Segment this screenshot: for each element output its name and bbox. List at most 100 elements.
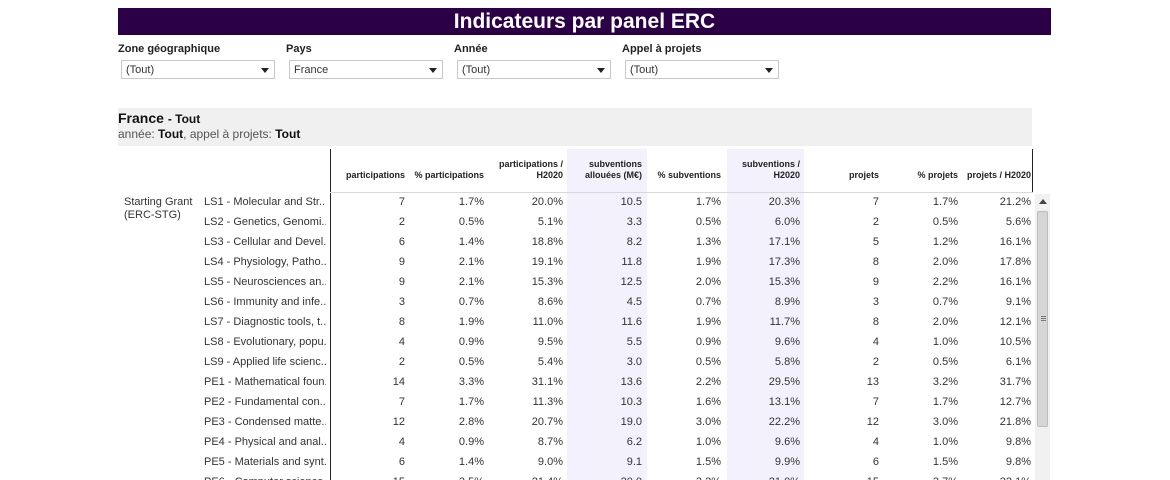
scroll-up-arrow-icon[interactable] [1035,194,1050,210]
filter-appel-label: Appel à projets [622,43,702,55]
table-cell: 29.5% [768,376,800,388]
table-cell: 21.0% [721,472,800,480]
table-row: PE4 - Physical and anal.. 4 0.9% 8.7% 6.2 1.0… [0,432,1034,452]
row-label[interactable]: PE4 - Physical and anal.. [204,436,326,448]
table-cell: 3.0% [695,416,721,428]
table-cell: 1.0% [932,436,958,448]
appel-dropdown[interactable]: (Tout) [625,60,779,79]
table-cell: 5.1% [537,216,563,228]
row-label[interactable]: PE5 - Materials and synt.. [204,456,326,468]
table-cell: 21.8% [999,416,1031,428]
table-cell: 1.5% [932,456,958,468]
table-cell: 0.5% [932,216,958,228]
table-cell: 5.8% [774,356,800,368]
appel-dropdown-value: (Tout) [630,64,659,76]
table-cell: 1.9% [695,316,721,328]
column-header[interactable]: subventions / H2020 [741,159,800,180]
zone-dropdown[interactable]: (Tout) [121,60,275,79]
table-cell: 20.0% [531,196,563,208]
table-cell: 5.5 [626,336,642,348]
table-cell: 9 [872,276,879,288]
chevron-down-icon[interactable] [256,61,274,78]
row-label[interactable]: PE3 - Condensed matte.. [204,416,326,428]
table-cell: 11.8 [621,256,642,268]
table-cell: 9.5% [537,336,563,348]
row-label[interactable]: LS3 - Cellular and Devel.. [204,236,326,248]
column-header[interactable]: participations / H2020 [498,159,563,180]
table-cell: 16.1% [999,276,1031,288]
table-cell: 4 [398,336,405,348]
chevron-down-icon[interactable] [424,61,442,78]
table-cell: 1.0% [695,436,721,448]
row-label[interactable]: PE6 - Computer science.. [204,472,326,480]
table-cell: 19.1% [531,256,563,268]
row-label[interactable]: PE1 - Mathematical foun.. [204,376,326,388]
column-header[interactable]: participations [345,170,405,180]
table-row: LS1 - Molecular and Str.. 7 1.7% 20.0% 10.5 1… [0,192,1034,212]
column-header[interactable]: % projets [917,170,958,180]
scrollbar-thumb[interactable] [1037,211,1048,427]
table-cell: 1.9% [695,256,721,268]
table-row: LS5 - Neurosciences an.. 9 2.1% 15.3% 12.5 2.… [0,272,1034,292]
pays-dropdown[interactable]: France [289,60,443,79]
table-cell: 1.2% [932,236,958,248]
row-label[interactable]: LS4 - Physiology, Patho.. [204,256,326,268]
table-cell: 12 [866,416,879,428]
table-cell: 0.7% [932,296,958,308]
row-label[interactable]: PE2 - Fundamental con.. [204,396,326,408]
table-cell: 5.6% [1005,216,1031,228]
table-cell: 3.3 [626,216,642,228]
vertical-scrollbar[interactable] [1035,194,1050,480]
table-cell: 12.5 [620,276,642,288]
table-cell: 22.1% [958,472,1031,480]
country-name: France [118,110,164,126]
table-cell: 17.8% [999,256,1031,268]
table-cell: 8 [872,256,879,268]
column-header[interactable]: projets [848,170,879,180]
table-cell: 0.5% [932,356,958,368]
row-label[interactable]: LS9 - Applied life scienc.. [204,356,326,368]
column-header[interactable]: subventions allouées (M€) [584,159,642,180]
column-header[interactable]: % subventions [657,170,721,180]
column-header[interactable]: projets / H2020 [966,170,1031,180]
table-row: LS8 - Evolutionary, popu.. 4 0.9% 9.5% 5.5 0.… [0,332,1034,352]
table-cell: 5 [872,236,879,248]
chevron-down-icon[interactable] [760,61,778,78]
annee-dropdown[interactable]: (Tout) [457,60,611,79]
table-cell: 12.1% [999,316,1031,328]
row-label[interactable]: LS7 - Diagnostic tools, t.. [204,316,326,328]
row-label[interactable]: LS2 - Genetics, Genomi.. [204,216,326,228]
table-cell: 2.1% [458,276,484,288]
table-cell: 0.5% [695,216,721,228]
table-cell: 8 [398,316,405,328]
table-cell: 1.4% [458,236,484,248]
table-cell: 3 [872,296,879,308]
table-cell: 4.5 [626,296,642,308]
annee-dropdown-value: (Tout) [462,64,491,76]
year-label: année: [118,127,155,141]
table-cell: 10.5% [999,336,1031,348]
table-row: PE6 - Computer science..153.5%21.4%20.03… [0,472,1034,480]
table-row: LS3 - Cellular and Devel.. 6 1.4% 18.8% 8.2 1… [0,232,1034,252]
row-label[interactable]: LS6 - Immunity and infe.. [204,296,326,308]
chevron-down-icon[interactable] [592,61,610,78]
table-cell: 2.2% [695,376,721,388]
table-cell: 8.2 [626,236,642,248]
filter-zone-label: Zone géographique [118,43,221,55]
table-cell: 2.0% [932,256,958,268]
page-title: Indicateurs par panel ERC [118,8,1051,35]
column-header[interactable]: % participations [414,170,484,180]
table-cell: 4 [398,436,405,448]
table-cell: 20.3% [768,196,800,208]
table-cell: 6 [398,456,405,468]
table-cell: 3.0 [626,356,642,368]
table-row: LS9 - Applied life scienc.. 2 0.5% 5.4% 3.0 0… [0,352,1034,372]
table-cell: 22.2% [768,416,800,428]
table-cell: 7 [872,396,879,408]
table-divider [1032,149,1033,192]
row-label[interactable]: LS5 - Neurosciences an.. [204,276,326,288]
row-label[interactable]: LS8 - Evolutionary, popu.. [204,336,326,348]
row-label[interactable]: LS1 - Molecular and Str.. [204,196,326,208]
table-row: PE5 - Materials and synt.. 6 1.4% 9.0% 9.1 1.… [0,452,1034,472]
filter-pays: Pays France [286,42,443,79]
